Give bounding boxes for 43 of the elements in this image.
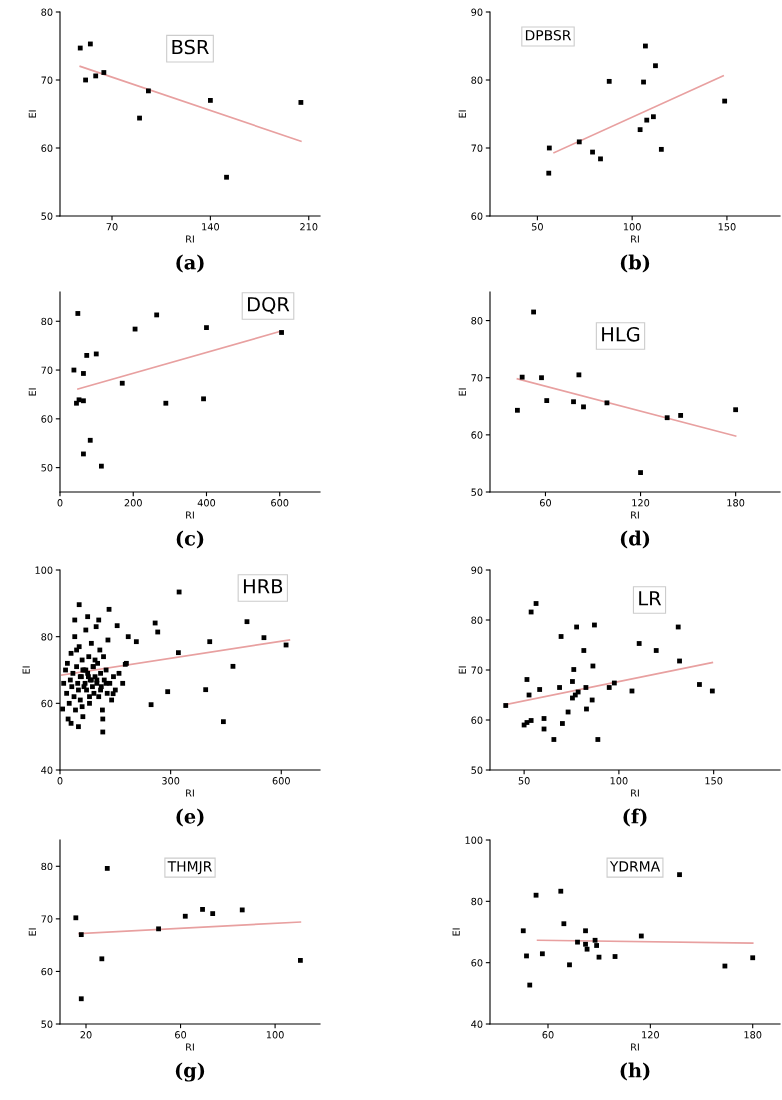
point (539, 951, 545, 957)
chart-title: DQR (248, 296, 290, 314)
point (145, 88, 151, 94)
point (561, 921, 567, 927)
text: BSR (172, 39, 209, 55)
point (644, 117, 650, 123)
point (73, 915, 79, 921)
text: HLG (602, 326, 640, 342)
text: (h) (620, 1062, 650, 1081)
point (297, 957, 303, 963)
point (750, 955, 756, 961)
point (87, 437, 93, 443)
point (99, 956, 105, 962)
point (658, 146, 664, 152)
point (520, 928, 526, 934)
point (733, 407, 739, 413)
point (207, 97, 213, 103)
point (606, 78, 612, 84)
text: LR (639, 591, 662, 606)
point (637, 127, 643, 133)
text: (e) (176, 808, 204, 827)
point (558, 888, 564, 894)
text: (g) (175, 1062, 205, 1082)
point (576, 372, 582, 378)
point (664, 415, 670, 421)
text: (f) (623, 808, 647, 827)
text: (b) (620, 254, 650, 273)
text: (a) (176, 254, 204, 273)
point (98, 463, 104, 469)
point (104, 865, 110, 871)
point (182, 913, 188, 919)
text: (d) (620, 530, 650, 549)
point (546, 170, 552, 176)
point (78, 996, 84, 1002)
point (576, 139, 582, 145)
chart-title: HRB (243, 579, 283, 594)
point (119, 380, 125, 386)
point (78, 932, 84, 938)
text: (c) (176, 530, 204, 549)
point (650, 114, 656, 120)
point (210, 911, 216, 917)
point (519, 374, 525, 380)
point (163, 400, 169, 406)
